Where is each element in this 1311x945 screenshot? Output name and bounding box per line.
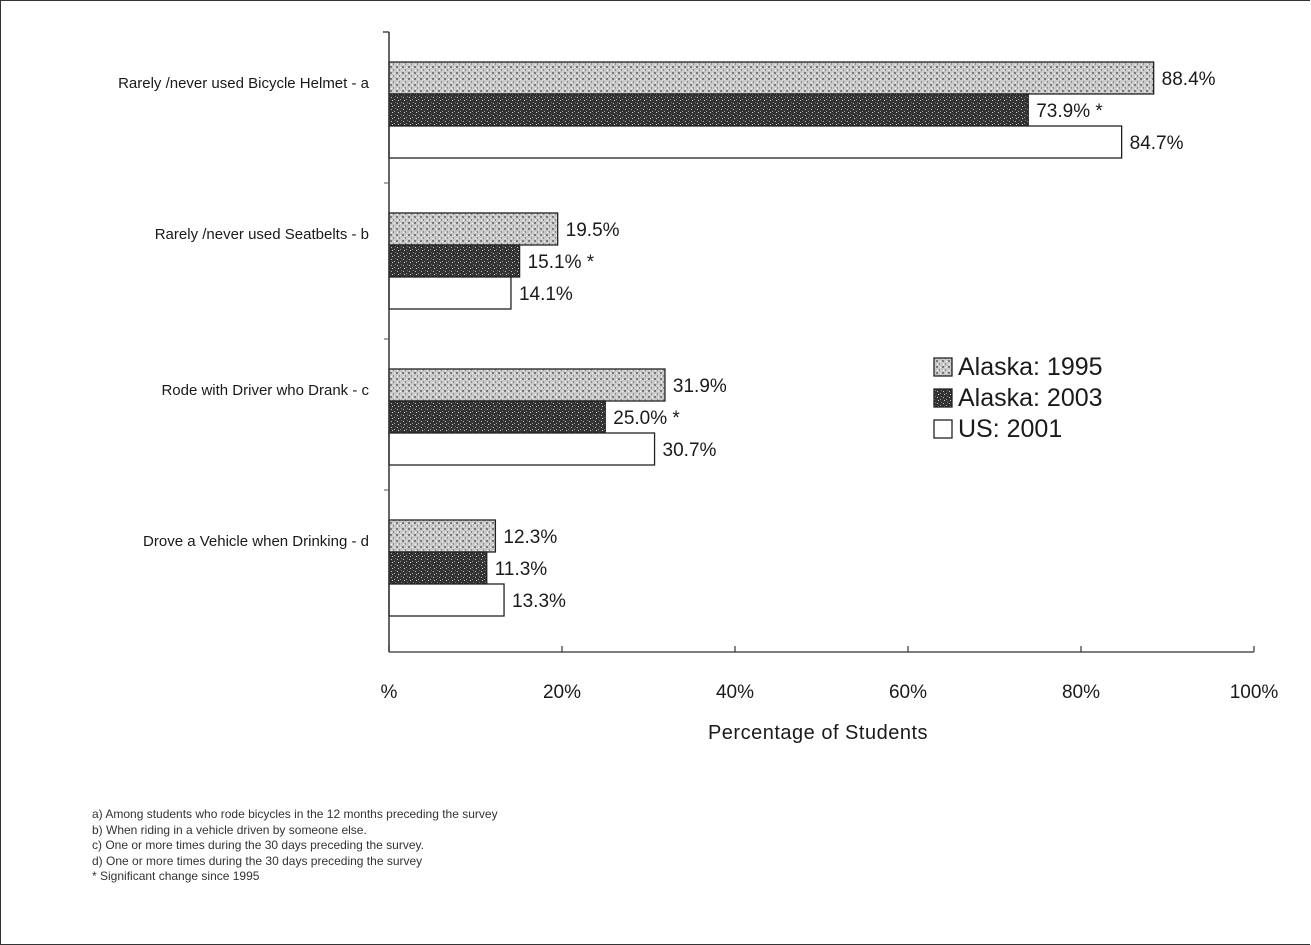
bar-alaska-1995-3 xyxy=(388,368,666,402)
x-tick-label: 60% xyxy=(889,682,927,703)
footnote-c: c) One or more times during the 30 days … xyxy=(92,838,424,852)
bar-alaska-1995-1 xyxy=(388,61,1155,95)
footnote-b: b) When riding in a vehicle driven by so… xyxy=(92,822,367,837)
data-label-alaska-2003-2: 15.1% * xyxy=(528,252,595,273)
category-label-rode-with-driver-who-drank-c: Rode with Driver who Drank - c xyxy=(161,382,369,399)
bar-us-2001-2 xyxy=(388,276,512,310)
x-axis-title: Percentage of Students xyxy=(708,722,928,744)
data-label-alaska-1995-2: 19.5% xyxy=(566,220,620,241)
x-tick-label: 80% xyxy=(1062,682,1100,703)
x-tick-label: 20% xyxy=(543,682,581,703)
category-label-rarely-never-used-bicycle-helmet-a: Rarely /never used Bicycle Helmet - a xyxy=(118,75,370,92)
data-label-alaska-2003-4: 11.3% xyxy=(495,559,548,580)
legend-swatch-alaska-1995 xyxy=(933,357,953,377)
data-label-us-2001-2: 14.1% xyxy=(519,284,573,305)
legend-label-us-2001: US: 2001 xyxy=(958,415,1062,443)
data-label-alaska-1995-3: 31.9% xyxy=(673,376,727,397)
x-tick-label: 100% xyxy=(1230,682,1279,703)
legend: Alaska: 1995 Alaska: 2003 US: 2001 xyxy=(933,353,1103,443)
bar-us-2001-1 xyxy=(388,125,1123,159)
legend-swatch-us-2001 xyxy=(933,419,953,439)
footnote-significance: * Significant change since 1995 xyxy=(92,869,260,883)
data-label-us-2001-1: 84.7% xyxy=(1130,133,1184,154)
category-label-rarely-never-used-seatbelts-b: Rarely /never used Seatbelts - b xyxy=(155,226,369,243)
bar-chart: 88.4% 73.9% * 84.7% 19.5% 15.1% * 14.1% 31.9% 2… xyxy=(118,31,1279,744)
data-label-alaska-1995-1: 88.4% xyxy=(1162,69,1216,90)
data-label-us-2001-3: 30.7% xyxy=(663,440,717,461)
footnotes: a) Among students who rode bicycles in t… xyxy=(92,807,498,885)
footnote-a: a) Among students who rode bicycles in t… xyxy=(92,807,498,821)
bar-alaska-2003-1 xyxy=(388,93,1029,127)
bar-alaska-2003-4 xyxy=(388,551,488,585)
bar-alaska-1995-2 xyxy=(388,212,559,246)
data-label-alaska-1995-4: 12.3% xyxy=(503,527,557,548)
bar-alaska-2003-2 xyxy=(388,244,521,278)
footnote-d: d) One or more times during the 30 days … xyxy=(92,853,423,868)
legend-label-alaska-1995: Alaska: 1995 xyxy=(958,353,1103,381)
bar-us-2001-4 xyxy=(388,583,505,617)
data-label-alaska-2003-1: 73.9% * xyxy=(1036,101,1103,122)
data-label-us-2001-4: 13.3% xyxy=(512,591,566,612)
x-tick-label: % xyxy=(381,682,398,703)
bar-alaska-1995-4 xyxy=(388,519,497,553)
x-tick-label: 40% xyxy=(716,682,754,703)
legend-swatch-alaska-2003 xyxy=(933,388,953,408)
bar-alaska-2003-3 xyxy=(388,400,606,434)
legend-label-alaska-2003: Alaska: 2003 xyxy=(958,384,1103,412)
data-label-alaska-2003-3: 25.0% * xyxy=(613,408,680,429)
bar-us-2001-3 xyxy=(388,432,656,466)
category-label-drove-a-vehicle-when-drinking-d: Drove a Vehicle when Drinking - d xyxy=(143,533,369,550)
